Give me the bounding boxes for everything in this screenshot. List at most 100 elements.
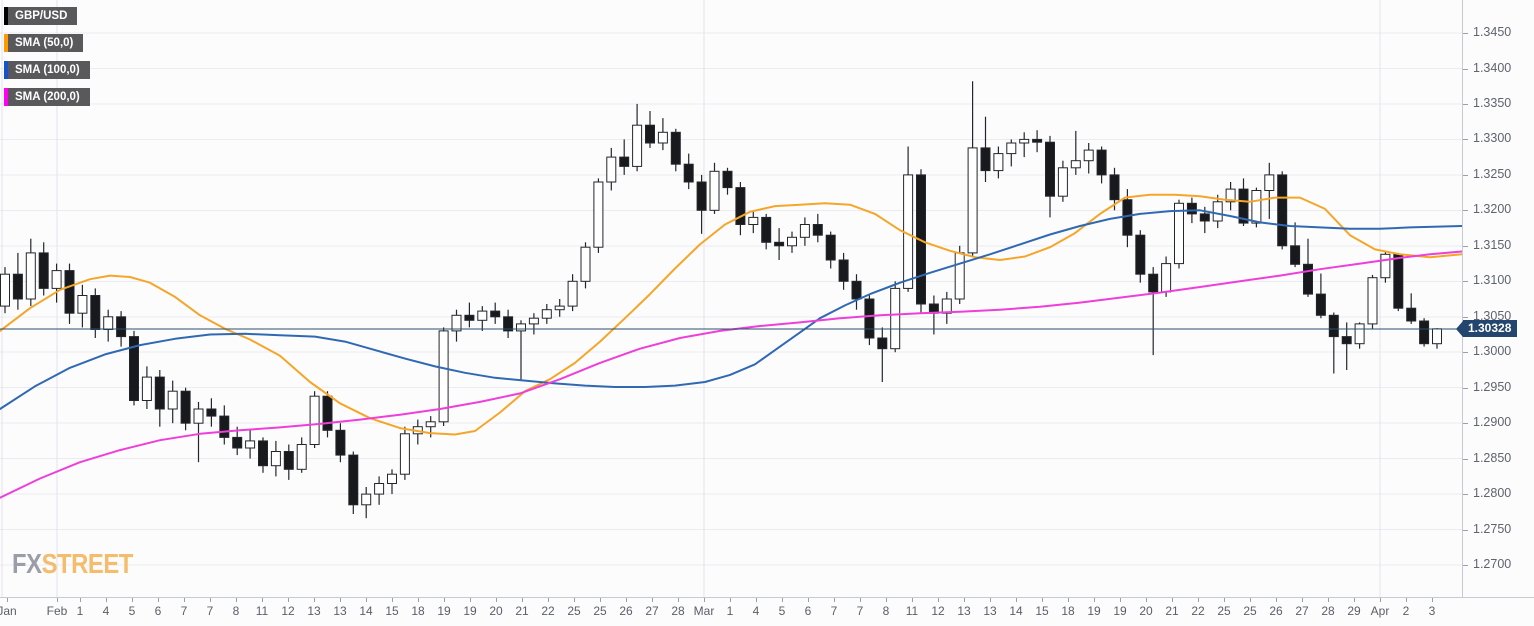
- price-axis-tick: [1463, 68, 1468, 70]
- candle-body: [1096, 149, 1107, 176]
- time-axis-label: 28: [1321, 604, 1335, 618]
- candle-body: [606, 156, 617, 183]
- candle-body: [941, 298, 952, 314]
- legend-item-symbol[interactable]: GBP/USD: [4, 7, 78, 25]
- price-axis-label: 1.2700: [1473, 557, 1512, 571]
- time-axis-label: 21: [1165, 604, 1179, 618]
- candle-body: [838, 259, 849, 282]
- time-axis-tick: [756, 598, 757, 602]
- time-axis-label: 8: [232, 604, 240, 618]
- time-axis-label: 4: [752, 604, 760, 618]
- time-axis-tick: [782, 598, 783, 602]
- sma-line-1: [0, 209, 1462, 410]
- price-axis-label: 1.3300: [1473, 131, 1512, 146]
- time-axis-label: 7: [830, 604, 838, 618]
- candle-body: [1380, 253, 1391, 279]
- candle-body: [348, 454, 359, 506]
- time-axis-label: 4: [102, 604, 110, 618]
- candle-body: [645, 124, 655, 144]
- chart-legend: GBP/USD SMA (50,0) SMA (100,0) SMA (200,…: [4, 7, 90, 115]
- time-axis-label: 11: [905, 604, 919, 618]
- price-chart-canvas[interactable]: [0, 0, 1462, 597]
- time-axis-label: 19: [1113, 604, 1127, 618]
- legend-item-sma200[interactable]: SMA (200,0): [4, 88, 90, 106]
- time-axis-label: Jan: [0, 604, 17, 618]
- candle-body: [1083, 149, 1094, 162]
- candle-body: [1019, 138, 1030, 144]
- time-axis-label: 7: [856, 604, 864, 618]
- time-axis-tick: [938, 598, 939, 602]
- time-axis-tick: [886, 598, 887, 602]
- legend-item-sma50[interactable]: SMA (50,0): [4, 34, 84, 52]
- time-axis-label: 14: [1009, 604, 1023, 618]
- candle-body: [761, 216, 772, 243]
- candle-body: [232, 436, 243, 449]
- candle-body: [399, 433, 410, 475]
- price-axis-tick: [1463, 103, 1468, 105]
- time-axis-tick: [1380, 598, 1381, 602]
- candle-body: [116, 316, 127, 338]
- candle-body: [322, 395, 333, 431]
- price-axis-label: 1.3000: [1473, 344, 1512, 359]
- time-axis-label: 22: [1191, 604, 1205, 618]
- time-axis-label: 20: [489, 604, 503, 618]
- candle-body: [1174, 202, 1184, 265]
- candle-body: [812, 224, 823, 236]
- candle-body: [51, 270, 62, 289]
- price-axis-label: 1.3150: [1473, 237, 1512, 252]
- time-axis-label: 6: [154, 604, 162, 618]
- candle-body: [1057, 167, 1068, 197]
- candle-body: [1109, 174, 1120, 201]
- candle-body: [709, 170, 720, 211]
- time-axis-label: 29: [1347, 604, 1361, 618]
- candle-body: [180, 390, 191, 424]
- candle-body: [954, 252, 965, 300]
- time-axis-tick: [392, 598, 393, 602]
- legend-item-sma100[interactable]: SMA (100,0): [4, 61, 90, 79]
- time-axis-tick: [808, 598, 809, 602]
- candle-body: [283, 451, 294, 470]
- time-axis-label: 13: [307, 604, 321, 618]
- candle-body: [1148, 273, 1159, 293]
- time-axis-label: 25: [567, 604, 581, 618]
- price-axis-tick: [1463, 174, 1468, 176]
- grid-lines: [0, 0, 1462, 597]
- time-axis-tick: [1328, 598, 1329, 602]
- time-axis-label: 12: [281, 604, 295, 618]
- sma200-color-swatch: [4, 88, 8, 106]
- current-price-tag: 1.30328: [1456, 320, 1518, 337]
- candles: [0, 81, 1442, 519]
- time-axis-label: 20: [1139, 604, 1153, 618]
- time-axis-tick: [964, 598, 965, 602]
- time-axis-tick: [990, 598, 991, 602]
- time-axis-tick: [106, 598, 107, 602]
- time-axis-tick: [1120, 598, 1121, 602]
- time-axis-tick: [210, 598, 211, 602]
- time-axis[interactable]: Jan Feb 1 4 5 6 7 7 8 11 12 13 13 14 15 18 19 19 20 21 22 25 2…: [0, 597, 1534, 626]
- time-axis-label: 18: [1061, 604, 1075, 618]
- candle-body: [980, 147, 991, 172]
- time-axis-label: 25: [593, 604, 607, 618]
- candle-body: [1341, 336, 1352, 345]
- time-axis-tick: [1250, 598, 1251, 602]
- time-axis-label: 15: [1035, 604, 1049, 618]
- legend-item-label: SMA (200,0): [15, 91, 80, 103]
- time-axis-tick: [1302, 598, 1303, 602]
- price-axis-tick: [1463, 139, 1468, 141]
- time-axis-label: 25: [1243, 604, 1257, 618]
- price-axis-tick: [1463, 210, 1468, 212]
- time-axis-label: 28: [671, 604, 685, 618]
- legend-item-label: SMA (50,0): [15, 37, 74, 49]
- time-axis-tick: [444, 598, 445, 602]
- candle-body: [864, 298, 875, 339]
- candle-body: [129, 336, 139, 402]
- price-axis-tick: [1463, 33, 1468, 34]
- price-axis[interactable]: 1.3450 1.3400 1.3350 1.3300 1.3250 1.3200 1.31…: [1462, 0, 1534, 597]
- candle-body: [490, 310, 501, 318]
- time-axis-tick: [1406, 598, 1407, 602]
- price-axis-label: 1.2800: [1473, 486, 1512, 501]
- candle-body: [335, 429, 346, 456]
- candle-body: [593, 181, 604, 248]
- candle-body: [632, 124, 643, 167]
- price-tag-value: 1.30328: [1463, 320, 1518, 337]
